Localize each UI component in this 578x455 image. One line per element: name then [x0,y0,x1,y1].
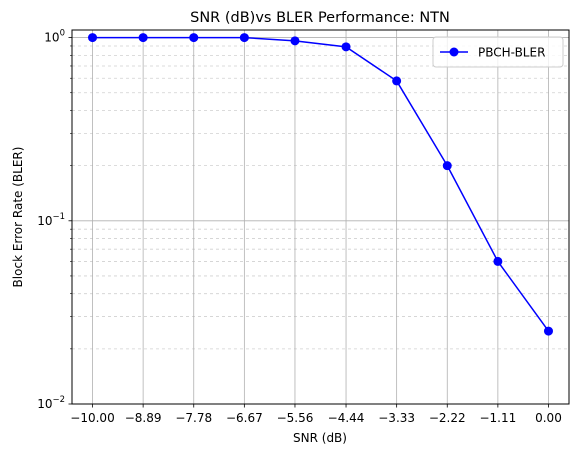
y-axis-title: Block Error Rate (BLER) [11,147,25,288]
x-axis-title: SNR (dB) [293,431,347,445]
x-tick-label: −10.00 [70,411,114,425]
data-point [290,36,299,45]
data-point [88,33,97,42]
x-tick-label: −1.11 [479,411,516,425]
x-tick-label: −2.22 [429,411,466,425]
x-tick-label: −3.33 [378,411,415,425]
legend-marker [450,48,459,57]
data-point [139,33,148,42]
x-tick-label: 0.00 [535,411,562,425]
legend: PBCH-BLER [433,37,563,67]
data-point [240,33,249,42]
data-point [189,33,198,42]
x-tick-label: −4.44 [328,411,365,425]
data-point [493,257,502,266]
data-point [544,327,553,336]
chart-title: SNR (dB)vs BLER Performance: NTN [190,10,450,26]
x-tick-label: −8.89 [125,411,162,425]
x-tick-label: −5.56 [277,411,314,425]
x-tick-label: −7.78 [175,411,212,425]
data-point [342,42,351,51]
legend-label: PBCH-BLER [478,46,545,60]
x-tick-label: −6.67 [226,411,263,425]
data-point [443,161,452,170]
data-point [392,76,401,85]
